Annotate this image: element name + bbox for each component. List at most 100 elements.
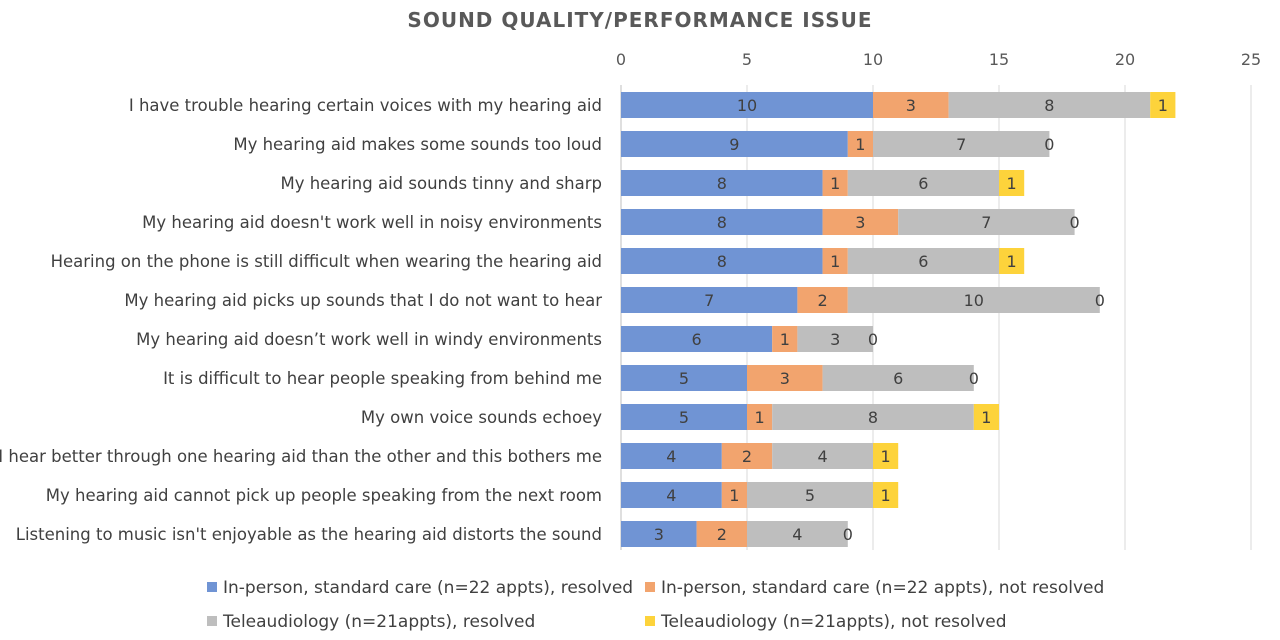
bar-segment	[898, 209, 1075, 235]
data-label: 1	[1158, 96, 1168, 115]
data-label: 5	[679, 408, 689, 427]
bar-segment	[999, 170, 1025, 196]
legend-item: Teleaudiology (n=21appts), resolved	[207, 612, 535, 632]
bar-segment	[747, 365, 823, 391]
bar-segment	[847, 248, 999, 274]
legend-label: Teleaudiology (n=21appts), not resolved	[661, 612, 1007, 632]
category-label: My own voice sounds echoey	[361, 408, 602, 427]
data-label: 6	[692, 330, 702, 349]
data-label: 0	[1095, 291, 1105, 310]
bar-segment	[621, 287, 798, 313]
legend-label: In-person, standard care (n=22 appts), n…	[661, 578, 1105, 598]
bar-segment	[847, 170, 999, 196]
category-label: Listening to music isn't enjoyable as th…	[16, 525, 602, 544]
category-label: My hearing aid doesn’t work well in wind…	[136, 330, 602, 349]
data-label: 7	[981, 213, 991, 232]
bar-segment	[822, 248, 848, 274]
bar-segment	[873, 443, 899, 469]
x-tick-label: 5	[742, 50, 752, 69]
bar-segment	[772, 326, 798, 352]
data-label: 8	[717, 213, 727, 232]
bar-segment	[747, 404, 773, 430]
data-label: 1	[729, 486, 739, 505]
data-label: 3	[855, 213, 865, 232]
legend-item: Teleaudiology (n=21appts), not resolved	[645, 612, 1006, 632]
data-label: 6	[918, 174, 928, 193]
legend-swatch	[207, 616, 217, 626]
bar-segment	[847, 131, 873, 157]
data-label: 9	[729, 135, 739, 154]
data-label: 6	[893, 369, 903, 388]
data-label: 4	[666, 486, 676, 505]
bar-segment	[873, 482, 899, 508]
data-label: 6	[918, 252, 928, 271]
data-label: 1	[755, 408, 765, 427]
bar-segment	[621, 131, 848, 157]
legend-item: In-person, standard care (n=22 appts), r…	[207, 578, 633, 598]
data-label: 8	[717, 174, 727, 193]
legend-swatch	[645, 616, 655, 626]
data-label: 1	[1007, 174, 1017, 193]
bar-segment	[772, 443, 873, 469]
data-label: 2	[818, 291, 828, 310]
category-label: I hear better through one hearing aid th…	[0, 447, 602, 466]
data-label: 4	[818, 447, 828, 466]
data-label: 4	[792, 525, 802, 544]
data-label: 1	[855, 135, 865, 154]
legend-item: In-person, standard care (n=22 appts), n…	[645, 578, 1104, 598]
data-label: 8	[717, 252, 727, 271]
bar-segment	[721, 482, 747, 508]
bar-segment	[772, 404, 974, 430]
category-label: I have trouble hearing certain voices wi…	[129, 96, 602, 115]
bar-segment	[822, 209, 899, 235]
bar-segment	[621, 404, 747, 430]
bar-segment	[621, 482, 722, 508]
bar-segment	[696, 521, 747, 547]
bar-segment	[822, 170, 848, 196]
bar-segment	[873, 131, 1050, 157]
bar-segment	[822, 365, 974, 391]
data-label: 3	[780, 369, 790, 388]
legend-label: In-person, standard care (n=22 appts), r…	[223, 578, 634, 598]
category-label: It is difficult to hear people speaking …	[163, 369, 602, 388]
x-tick-label: 25	[1241, 50, 1261, 69]
data-label: 7	[704, 291, 714, 310]
category-label: My hearing aid doesn't work well in nois…	[142, 213, 602, 232]
data-label: 4	[666, 447, 676, 466]
bar-segment	[747, 521, 848, 547]
legend-label: Teleaudiology (n=21appts), resolved	[223, 612, 536, 632]
category-label: My hearing aid makes some sounds too lou…	[233, 135, 602, 154]
x-tick-label: 15	[989, 50, 1009, 69]
bar-segment	[999, 248, 1025, 274]
data-label: 3	[906, 96, 916, 115]
data-label: 5	[805, 486, 815, 505]
data-label: 10	[964, 291, 984, 310]
bar-segment	[621, 92, 873, 118]
bar-segment	[973, 404, 999, 430]
bar-segment	[797, 326, 873, 352]
category-label: My hearing aid sounds tinny and sharp	[280, 174, 602, 193]
bar-segment	[621, 521, 697, 547]
bar-segment	[1150, 92, 1176, 118]
legend-swatch	[207, 582, 217, 592]
data-label: 1	[881, 447, 891, 466]
bar-segment	[621, 365, 747, 391]
bar-segment	[621, 209, 823, 235]
data-label: 1	[780, 330, 790, 349]
data-label: 5	[679, 369, 689, 388]
data-label: 1	[981, 408, 991, 427]
data-label: 0	[868, 330, 878, 349]
data-label: 0	[1070, 213, 1080, 232]
data-label: 8	[1044, 96, 1054, 115]
bar-segment	[621, 170, 823, 196]
chart-title: SOUND QUALITY/PERFORMANCE ISSUE	[407, 8, 873, 32]
data-label: 3	[654, 525, 664, 544]
bar-segment	[873, 92, 949, 118]
category-label: My hearing aid cannot pick up people spe…	[46, 486, 602, 505]
data-label: 0	[1044, 135, 1054, 154]
category-label: Hearing on the phone is still difficult …	[51, 252, 602, 271]
data-label: 2	[717, 525, 727, 544]
bar-segment	[797, 287, 848, 313]
legend-swatch	[645, 582, 655, 592]
x-tick-label: 20	[1115, 50, 1135, 69]
